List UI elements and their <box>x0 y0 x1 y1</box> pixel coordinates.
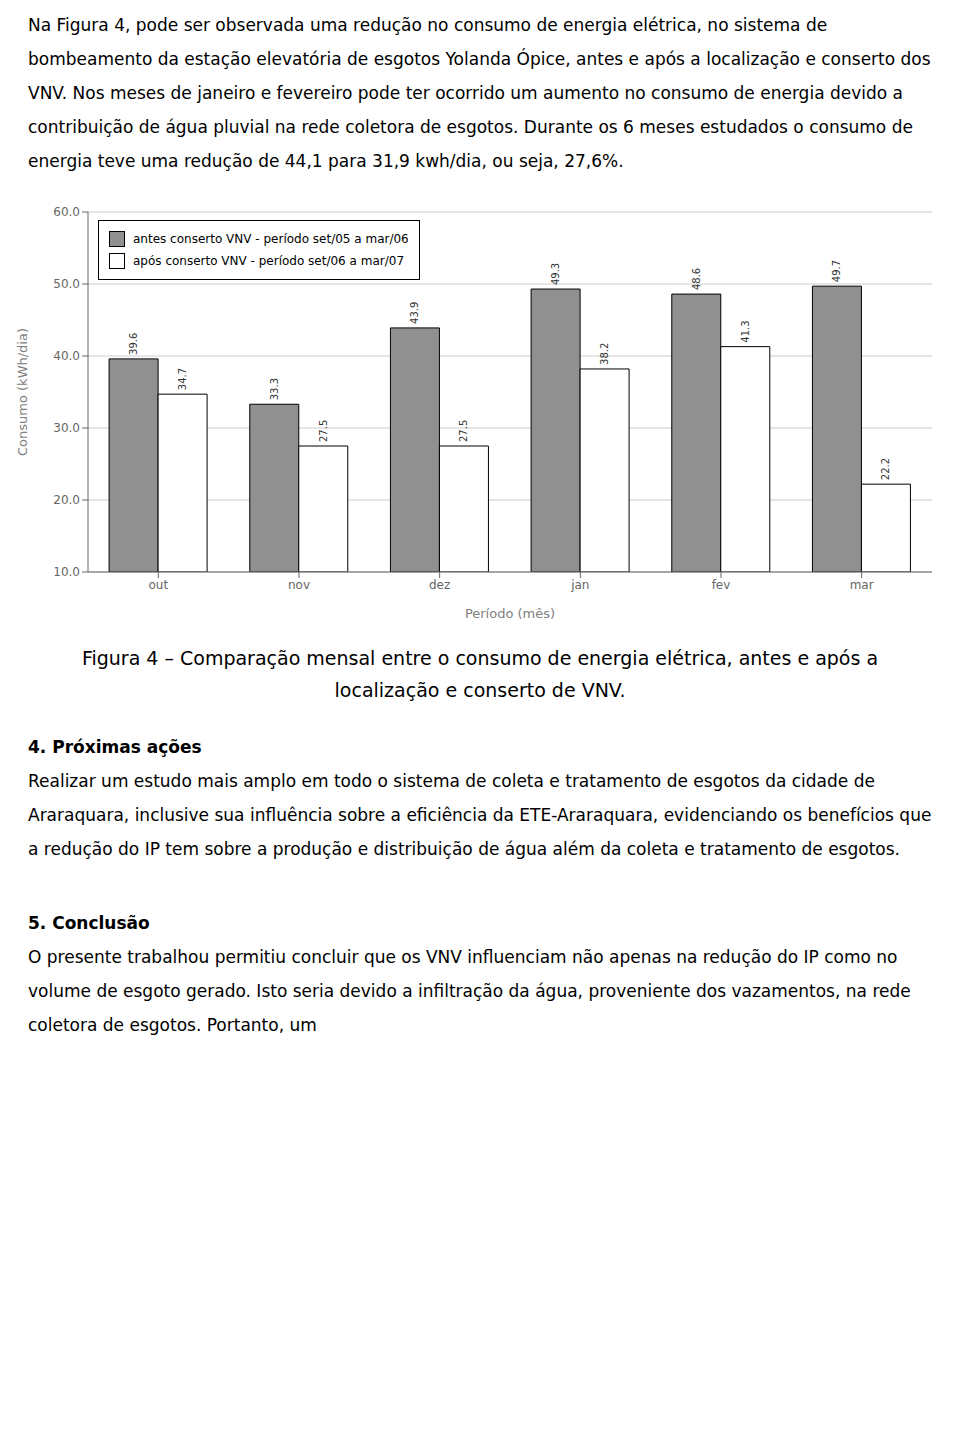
svg-text:49.7: 49.7 <box>831 260 842 282</box>
svg-text:38.2: 38.2 <box>599 343 610 365</box>
html-text:localização e conserto de VNV.: localização e conserto de VNV. <box>334 679 626 701</box>
html-text:após conserto VNV - período se: após conserto VNV - período set/06 a mar… <box>133 254 404 268</box>
svg-text:27.5: 27.5 <box>318 420 329 442</box>
html-text:5. Conclusão: 5. Conclusão <box>28 913 150 933</box>
html-text:O presente trabalhou permitiu: O presente trabalhou permitiu concluir q… <box>28 947 911 1035</box>
svg-text:60.0: 60.0 <box>53 205 80 219</box>
svg-text:39.6: 39.6 <box>128 333 139 355</box>
html-text:antes conserto VNV - período s: antes conserto VNV - período set/05 a ma… <box>133 232 409 246</box>
svg-text:out: out <box>149 578 169 592</box>
svg-text:jan: jan <box>570 578 589 592</box>
svg-text:10.0: 10.0 <box>53 565 80 579</box>
svg-text:fev: fev <box>712 578 731 592</box>
svg-text:22.2: 22.2 <box>880 458 891 480</box>
html-text:Na Figura 4, pode ser observad: Na Figura 4, pode ser observada uma redu… <box>28 15 931 171</box>
svg-text:50.0: 50.0 <box>53 277 80 291</box>
svg-text:20.0: 20.0 <box>53 493 80 507</box>
svg-text:30.0: 30.0 <box>53 421 80 435</box>
svg-text:Período (mês): Período (mês) <box>465 606 555 621</box>
html-text:Figura 4 – Comparação mensal e: Figura 4 – Comparação mensal entre o con… <box>81 647 879 669</box>
svg-text:43.9: 43.9 <box>409 302 420 324</box>
svg-text:34.7: 34.7 <box>177 368 188 390</box>
svg-text:mar: mar <box>850 578 874 592</box>
svg-text:40.0: 40.0 <box>53 349 80 363</box>
svg-text:41.3: 41.3 <box>740 320 751 342</box>
svg-text:27.5: 27.5 <box>458 420 469 442</box>
html-text:4. Próximas ações: 4. Próximas ações <box>28 737 202 757</box>
svg-text:nov: nov <box>288 578 310 592</box>
svg-text:48.6: 48.6 <box>691 268 702 290</box>
svg-text:Consumo (kWh/dia): Consumo (kWh/dia) <box>15 328 30 456</box>
svg-text:dez: dez <box>429 578 450 592</box>
svg-text:33.3: 33.3 <box>269 378 280 400</box>
svg-text:49.3: 49.3 <box>550 263 561 285</box>
html-text:Realizar um estudo mais amplo: Realizar um estudo mais amplo em todo o … <box>28 771 932 859</box>
